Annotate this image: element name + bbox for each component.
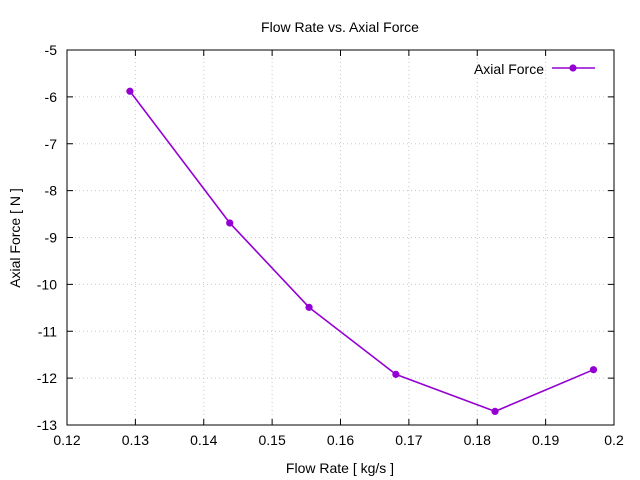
data-point <box>491 407 499 416</box>
x-tick-label: 0.16 <box>327 432 354 448</box>
y-tick-label: -8 <box>45 183 58 199</box>
data-point <box>589 366 598 374</box>
grid-lines <box>67 50 614 425</box>
y-tick-label: -13 <box>37 417 57 433</box>
x-tick-label: 0.2 <box>604 432 624 448</box>
y-tick-labels: -13 -12 -11 -10 -9 -8 -7 -6 -5 <box>37 42 57 433</box>
x-tick-label: 0.15 <box>259 432 286 448</box>
y-tick-label: -12 <box>37 370 57 386</box>
x-tick-label: 0.19 <box>532 432 559 448</box>
data-point <box>126 87 134 95</box>
axis-ticks <box>66 49 615 426</box>
legend: Axial Force <box>474 61 595 77</box>
x-tick-label: 0.12 <box>53 432 80 448</box>
legend-label: Axial Force <box>474 61 544 77</box>
x-tick-label: 0.18 <box>464 432 491 448</box>
y-tick-label: -6 <box>45 89 58 105</box>
legend-marker-swatch <box>569 64 577 72</box>
y-tick-label: -10 <box>37 276 57 292</box>
x-tick-labels: 0.12 0.13 0.14 0.15 0.16 0.17 0.18 0.19 0.2 <box>53 432 624 448</box>
data-point <box>305 303 313 311</box>
data-point <box>226 219 234 227</box>
series-line <box>129 90 594 413</box>
x-tick-label: 0.17 <box>395 432 422 448</box>
y-axis-title: Axial Force [ N ] <box>7 188 23 288</box>
chart-title: Flow Rate vs. Axial Force <box>261 19 419 35</box>
data-point <box>392 370 400 378</box>
y-tick-label: -5 <box>45 42 58 58</box>
y-tick-label: -11 <box>38 323 57 339</box>
y-tick-label: -9 <box>45 230 58 246</box>
series-layer <box>126 87 598 416</box>
y-tick-label: -7 <box>45 136 58 152</box>
x-tick-label: 0.13 <box>122 432 149 448</box>
x-tick-label: 0.14 <box>190 432 217 448</box>
x-axis-title: Flow Rate [ kg/s ] <box>286 460 394 476</box>
